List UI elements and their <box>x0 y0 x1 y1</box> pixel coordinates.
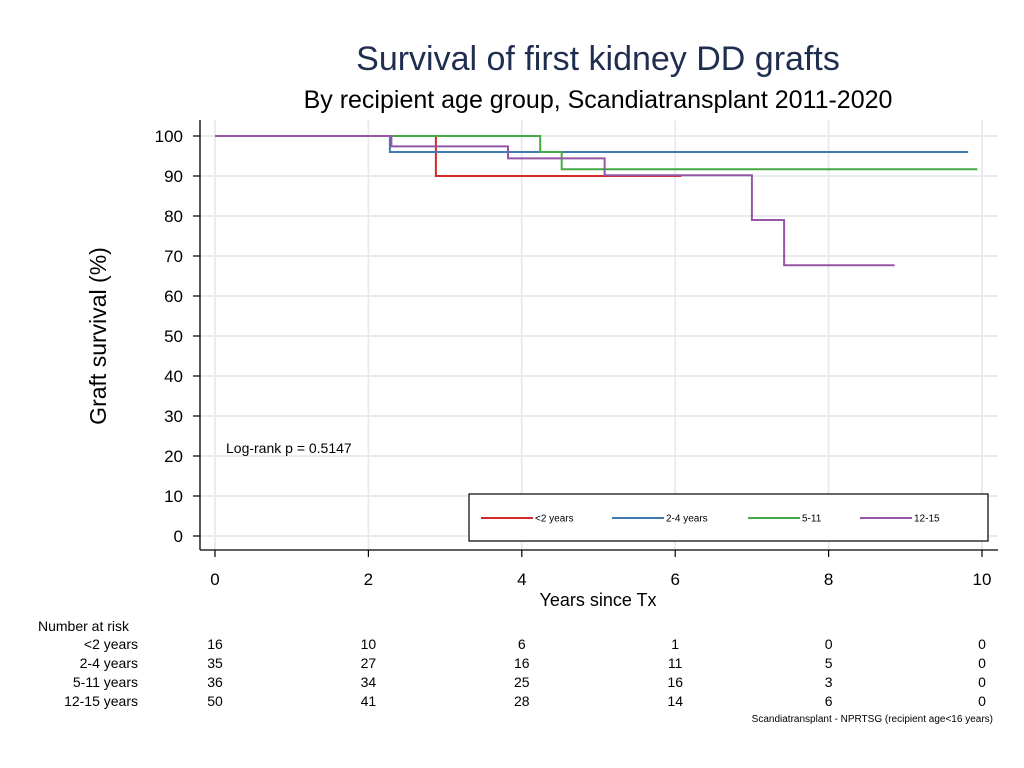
legend-label-2: 2-4 years <box>666 514 708 525</box>
x-tick-labels: 0 2 4 6 8 10 <box>210 570 991 589</box>
risk-cell: 6 <box>518 636 526 652</box>
risk-table-title: Number at risk <box>38 618 130 634</box>
risk-cell: 27 <box>361 655 377 671</box>
x-tick-label: 0 <box>210 570 219 589</box>
risk-cell: 6 <box>825 693 833 709</box>
y-tick-label: 30 <box>164 407 183 426</box>
risk-cell: 3 <box>825 674 833 690</box>
legend: <2 years 2-4 years 5-11 12-15 <box>481 514 940 525</box>
axes <box>193 120 998 557</box>
y-axis-label: Graft survival (%) <box>85 247 111 425</box>
y-tick-labels: 0 10 20 30 40 50 60 70 80 90 100 <box>155 127 183 546</box>
legend-label-1: <2 years <box>535 514 574 525</box>
x-tick-label: 6 <box>670 570 679 589</box>
risk-cell: 0 <box>978 636 986 652</box>
legend-label-4: 12-15 <box>914 514 940 525</box>
y-tick-label: 10 <box>164 487 183 506</box>
risk-cell: 25 <box>514 674 530 690</box>
chart-title: Survival of first kidney DD grafts <box>356 40 840 78</box>
y-tick-label: 20 <box>164 447 183 466</box>
risk-row-label: 5-11 years <box>73 674 138 690</box>
risk-cell: 16 <box>207 636 223 652</box>
y-tick-label: 40 <box>164 367 183 386</box>
log-rank-annotation: Log-rank p = 0.5147 <box>226 440 352 456</box>
risk-cell: 0 <box>825 636 833 652</box>
x-tick-label: 2 <box>364 570 373 589</box>
risk-cell: 11 <box>668 655 683 671</box>
y-tick-label: 100 <box>155 127 183 146</box>
y-tick-label: 0 <box>174 527 183 546</box>
risk-cell: 16 <box>667 674 683 690</box>
risk-cell: 35 <box>207 655 223 671</box>
risk-cell: 10 <box>361 636 377 652</box>
risk-cell: 28 <box>514 693 530 709</box>
x-tick-label: 4 <box>517 570 526 589</box>
risk-cell: 34 <box>361 674 377 690</box>
y-tick-label: 50 <box>164 327 183 346</box>
x-tick-label: 8 <box>824 570 833 589</box>
legend-label-3: 5-11 <box>802 514 822 525</box>
series-line-3 <box>215 135 978 171</box>
chart-subtitle: By recipient age group, Scandiatransplan… <box>304 86 893 114</box>
y-tick-label: 70 <box>164 247 183 266</box>
y-tick-label: 80 <box>164 207 183 226</box>
risk-row-label: 12-15 years <box>64 693 138 709</box>
series-line-4 <box>215 135 895 267</box>
x-tick-label: 10 <box>973 570 992 589</box>
risk-cell: 5 <box>825 655 833 671</box>
risk-cell: 1 <box>671 636 679 652</box>
risk-cell: 0 <box>978 693 986 709</box>
risk-cell: 0 <box>978 674 986 690</box>
risk-cell: 36 <box>207 674 223 690</box>
risk-cell: 0 <box>978 655 986 671</box>
source-note: Scandiatransplant - NPRTSG (recipient ag… <box>752 714 993 725</box>
y-tick-label: 60 <box>164 287 183 306</box>
grid <box>200 120 998 550</box>
risk-row-label: <2 years <box>84 636 138 652</box>
risk-cell: 16 <box>514 655 530 671</box>
x-axis-label: Years since Tx <box>539 590 656 610</box>
survival-curves <box>215 135 978 267</box>
risk-table: <2 years 16 10 6 1 0 02-4 years 35 27 16 11 5 05-11 … <box>64 636 986 709</box>
risk-cell: 14 <box>667 693 683 709</box>
y-tick-label: 90 <box>164 167 183 186</box>
risk-cell: 50 <box>207 693 223 709</box>
risk-row-label: 2-4 years <box>80 655 138 671</box>
risk-cell: 41 <box>361 693 377 709</box>
series-line-2 <box>215 135 969 153</box>
